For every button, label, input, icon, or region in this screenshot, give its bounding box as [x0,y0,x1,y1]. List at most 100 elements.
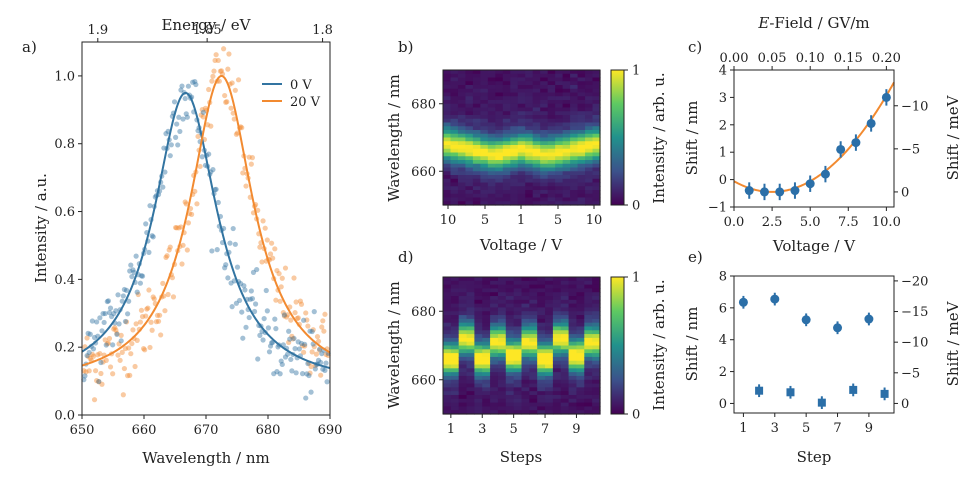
heatmap-cell [592,406,601,411]
a-point-20v [309,349,315,355]
heatmap-cell [570,160,579,165]
heatmap-cell [480,115,489,120]
heatmap-cell [592,160,601,165]
a-point-0v [210,167,216,173]
b-colorbar-ticks: 01 [624,64,640,214]
heatmap-cell [482,284,491,290]
heatmap-cell [592,111,601,116]
heatmap-cell [532,122,541,127]
heatmap-cell [510,148,519,154]
heatmap-cell [525,201,534,206]
heatmap-cell [510,201,519,206]
heatmap-cell [552,364,562,369]
a-point-20v [280,309,286,316]
heatmap-cell [521,330,530,335]
heatmap-cell [450,375,460,381]
heatmap-cell [497,391,507,396]
a-point-0v [292,346,298,352]
panel-c-letter: c) [688,38,702,56]
heatmap-cell [502,178,511,184]
heatmap-cell [584,410,593,415]
heatmap-cell [517,178,526,184]
heatmap-cell [547,171,556,176]
heatmap-cell [458,356,468,362]
c-data-point [775,187,785,197]
heatmap-cell [547,163,556,169]
heatmap-cell [443,387,452,392]
heatmap-cell [568,280,578,286]
heatmap-cell [450,318,460,324]
heatmap-cell [482,349,491,354]
heatmap-cell [517,122,526,127]
a-point-0v [120,293,126,299]
heatmap-cell [472,178,481,184]
heatmap-cell [443,160,452,165]
heatmap-cell [510,156,519,161]
a-point-20v [149,327,155,333]
panel-d-letter: d) [398,248,413,266]
heatmap-cell [443,410,452,415]
heatmap-cell [585,156,594,161]
heatmap-cell [568,410,578,415]
heatmap-cell [480,81,489,86]
c-y-tick-label: −1 [708,201,727,216]
heatmap-cell [592,167,601,172]
heatmap-cell [545,292,554,297]
heatmap-cell [465,126,474,131]
heatmap-cell [532,190,541,195]
heatmap-cell [443,152,452,157]
heatmap-cell [568,387,578,392]
a-point-0v [139,273,146,279]
c-top-tick-label: 0.15 [834,51,863,66]
heatmap-cell [552,322,562,328]
heatmap-cell [584,402,593,407]
heatmap-cell [592,292,601,297]
heatmap-cell [480,111,489,116]
heatmap-cell [532,103,541,109]
heatmap-cell [570,96,579,101]
a-y-tick-label: 0.2 [54,341,75,356]
heatmap-cell [555,115,564,120]
heatmap-cell [457,130,467,135]
a-point-20v [262,225,268,231]
heatmap-cell [547,100,556,105]
a-point-20v [274,267,280,274]
heatmap-cell [552,394,562,400]
heatmap-cell [592,156,601,161]
heatmap-cell [576,391,585,396]
heatmap-cell [552,326,562,331]
a-point-0v [177,128,183,135]
heatmap-cell [585,190,594,195]
heatmap-cell [517,152,526,157]
heatmap-cell [474,368,483,373]
c-y-tick-label: 3 [719,91,727,106]
heatmap-cell [450,186,459,191]
e-data-point [817,398,826,407]
a-point-0v [89,318,95,324]
heatmap-cell [465,88,474,94]
heatmap-cell [465,163,474,169]
heatmap-cell [482,292,491,297]
heatmap-cell [560,375,570,381]
heatmap-cell [552,372,562,377]
heatmap-cell [495,137,504,142]
heatmap-cell [480,152,489,157]
a-point-0v [263,287,269,294]
e-right-tick-label: 0 [901,397,909,412]
heatmap-cell [497,349,507,354]
heatmap-cell [510,81,519,86]
heatmap-cell [562,152,571,157]
heatmap-cell [547,115,556,120]
a-point-20v [267,251,274,257]
heatmap-cell [517,182,526,187]
a-point-0v [274,369,280,375]
c-right-tick-label: 0 [901,185,909,200]
heatmap-cell [521,318,530,324]
heatmap-cell [450,387,460,392]
heatmap-cell [510,152,519,157]
heatmap-cell [505,368,515,373]
heatmap-cell [576,368,585,373]
heatmap-cell [465,115,474,120]
heatmap-cell [474,307,483,312]
